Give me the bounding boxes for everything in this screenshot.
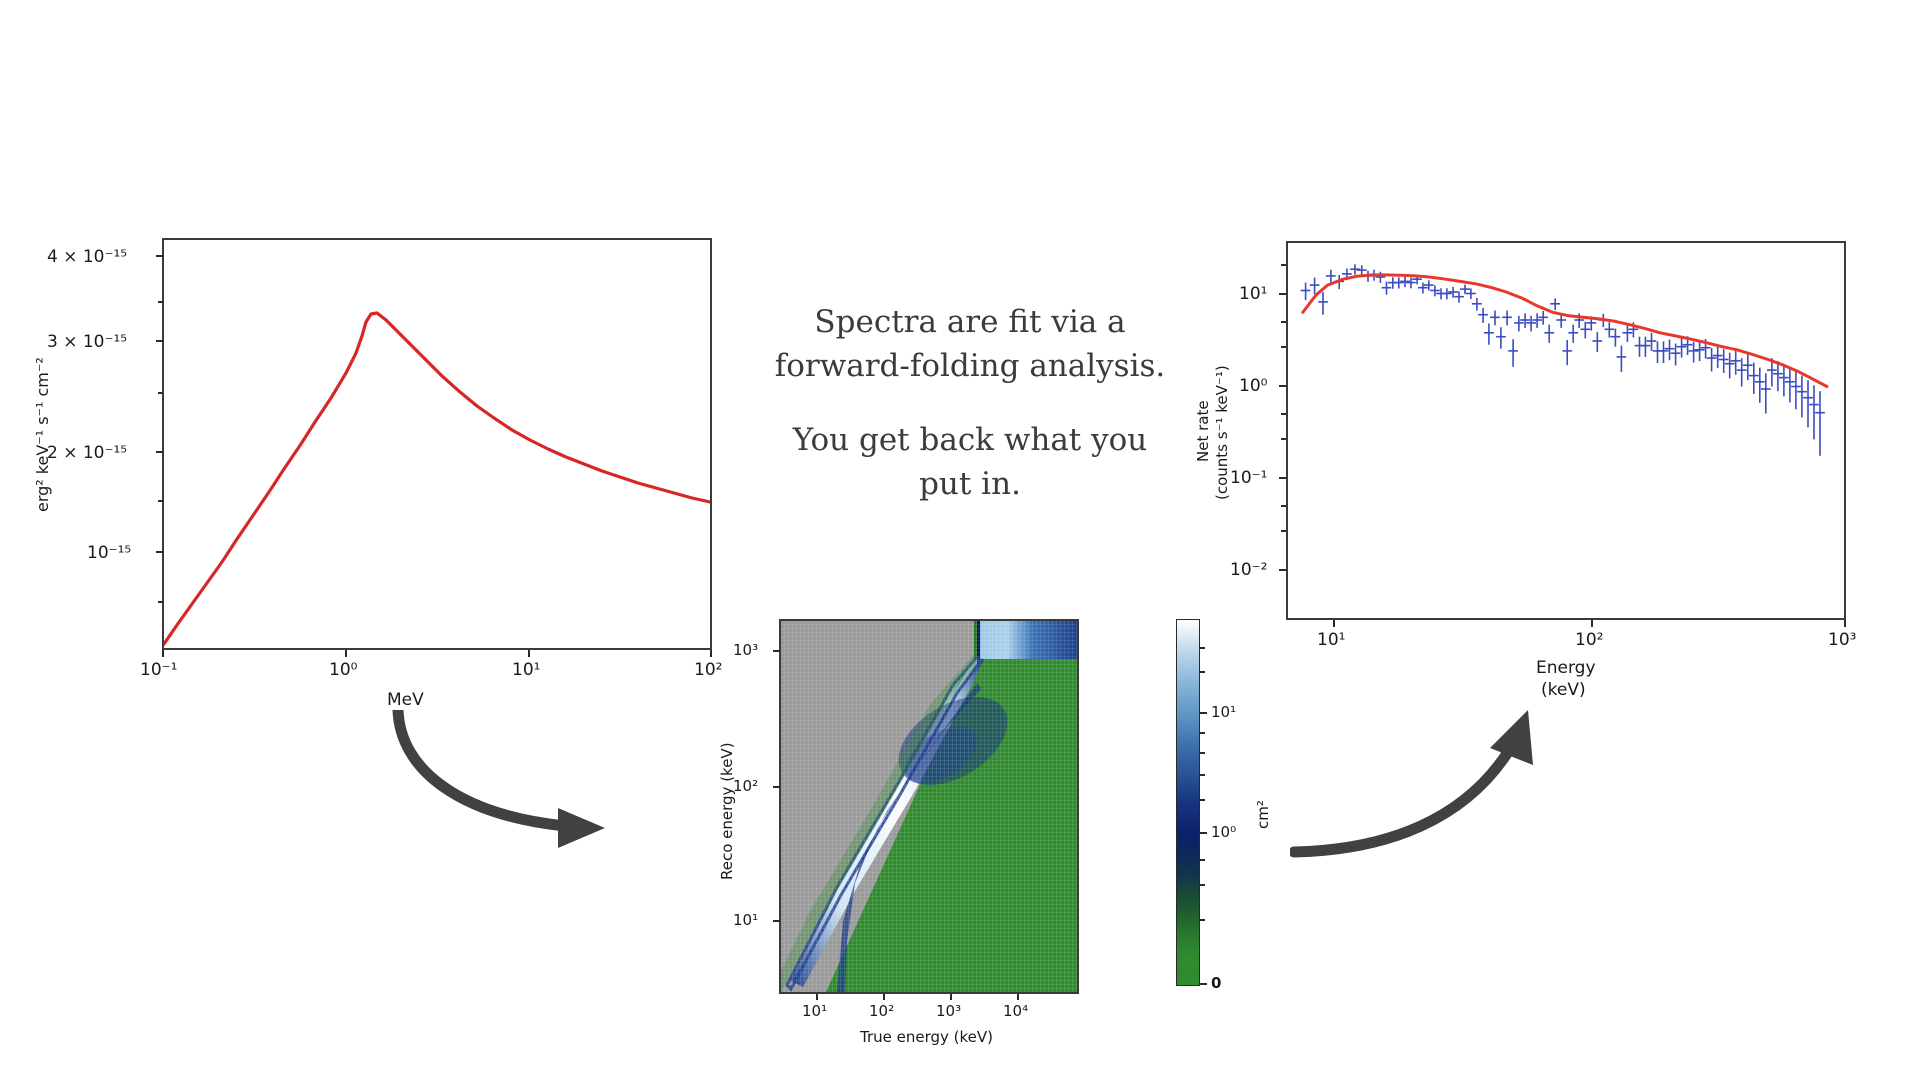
input-xtick-mark [710,650,712,657]
colorbar-label-1e1: 10¹ [1211,703,1237,721]
input-ytick-3e-15: 3 × 10⁻¹⁵ [47,332,128,352]
response-ytick-mark [773,920,780,922]
input-xtick-1e0: 10⁰ [329,660,358,680]
colorbar-tick-minor [1200,752,1205,754]
folded-ytick-minor [1281,264,1286,266]
input-ytick-mark [156,255,163,257]
response-xtick-1e3: 10³ [936,1002,962,1020]
input-xtick-1e-1: 10⁻¹ [140,660,178,680]
folded-ytick-1e-1: 10⁻¹ [1230,468,1268,488]
arrow-response-to-output [1290,710,1533,858]
colorbar-tick-mark [1200,832,1207,834]
folded-ytick-minor [1281,530,1286,532]
folded-spectrum-panel: 10¹ 10⁰ 10⁻¹ 10⁻² Net rate (counts s⁻¹ k… [1180,180,1920,740]
input-xtick-mark [162,650,164,657]
folded-ytick-1e1: 10¹ [1239,284,1268,304]
folded-spectrum-plot [1300,264,1829,456]
colorbar-tick-mark [1200,983,1207,985]
folded-ytick-minor [1281,438,1286,440]
input-ytick-minor [158,601,163,603]
caption-line-2: forward-folding analysis. [774,348,1166,385]
folded-spectrum-ylabel-line2: (counts s⁻¹ keV⁻¹) [1213,365,1231,500]
response-ytick-1e1: 10¹ [733,911,759,929]
input-xtick-mark [528,650,530,657]
folded-ytick-minor [1281,413,1286,415]
folded-ytick-mark [1279,477,1286,479]
input-ytick-4e-15: 4 × 10⁻¹⁵ [47,247,128,267]
response-matrix-colorbar: 0 10⁰ 10¹ cm² [1176,619,1296,1009]
colorbar-tick-minor [1200,774,1205,776]
colorbar-tick-minor [1200,884,1205,886]
input-spectrum-xlabel: MeV [387,690,424,710]
response-ytick-1e2: 10² [733,777,759,795]
input-xtick-1e1: 10¹ [512,660,541,680]
response-matrix-ylabel: Reco energy (keV) [718,742,736,880]
input-ytick-minor [158,500,163,502]
colorbar-tick-minor [1200,799,1205,801]
input-xtick-mark [345,650,347,657]
input-ytick-mark [156,451,163,453]
input-ytick-minor [158,392,163,394]
folded-ytick-minor [1281,346,1286,348]
colorbar-tick-minor [1200,859,1205,861]
colorbar-tick-minor [1200,732,1205,734]
response-matrix-panel: 10³ 10² 10¹ Reco energy (keV) 10¹ 10² 10… [700,590,1200,1060]
input-ytick-mark [156,340,163,342]
response-matrix-plot-frame [779,619,1079,994]
colorbar-axis-label: cm² [1254,800,1272,829]
response-matrix-image [781,621,1077,992]
colorbar-gradient [1176,619,1200,986]
input-spectrum-panel: 4 × 10⁻¹⁵ 3 × 10⁻¹⁵ 2 × 10⁻¹⁵ 10⁻¹⁵ erg²… [0,0,760,720]
input-spectrum-ylabel: erg² keV⁻¹ s⁻¹ cm⁻² [33,357,52,512]
input-ytick-mark [156,551,163,553]
response-xtick-mark [1017,994,1019,1000]
input-spectrum-curve [164,311,710,646]
response-xtick-mark [883,994,885,1000]
center-caption: Spectra are fit via a forward-folding an… [770,300,1170,506]
caption-line-1: Spectra are fit via a [814,304,1126,340]
folded-ytick-mark [1279,569,1286,571]
folded-xtick-1e2: 10² [1575,630,1604,650]
folded-ytick-minor [1281,505,1286,507]
folded-ytick-1e-2: 10⁻² [1230,560,1268,580]
caption-line-3: You get back what you [792,422,1148,459]
input-ytick-2e-15: 2 × 10⁻¹⁵ [47,443,128,463]
colorbar-tick-minor [1200,671,1205,673]
colorbar-label-0: 0 [1211,974,1222,992]
response-ytick-mark [773,786,780,788]
colorbar-tick-mark [1200,712,1207,714]
colorbar-tick-minor [1200,919,1205,921]
input-spectrum-plot-frame [162,238,712,650]
response-xtick-1e4: 10⁴ [1003,1002,1029,1020]
folded-ytick-mark [1279,293,1286,295]
folded-xtick-mark [1591,620,1593,627]
folded-xtick-mark [1844,620,1846,627]
response-xtick-mark [816,994,818,1000]
colorbar-label-1e0: 10⁰ [1211,823,1237,841]
response-ytick-mark [773,650,780,652]
folded-xtick-mark [1333,620,1335,627]
folded-spectrum-ylabel-line1: Net rate [1194,400,1212,462]
response-xtick-mark [950,994,952,1000]
folded-ytick-minor [1281,321,1286,323]
response-xtick-1e1: 10¹ [802,1002,828,1020]
caption-line-4: put in. [919,466,1021,503]
folded-ytick-1e0: 10⁰ [1239,376,1268,396]
folded-xtick-1e3: 10³ [1828,630,1857,650]
folded-spectrum-plot-frame [1286,241,1846,620]
input-ytick-minor [158,301,163,303]
folded-ytick-mark [1279,385,1286,387]
folded-spectrum-xlabel-line2: (keV) [1541,680,1586,700]
response-matrix-xlabel: True energy (keV) [860,1028,994,1046]
arrow-input-to-response [392,710,605,848]
input-xtick-1e2: 10² [694,660,723,680]
folded-spectrum-xlabel-line1: Energy [1536,658,1596,678]
response-ytick-1e3: 10³ [733,641,759,659]
folded-xtick-1e1: 10¹ [1317,630,1346,650]
colorbar-tick-minor [1200,647,1205,649]
response-xtick-1e2: 10² [869,1002,895,1020]
input-ytick-1e-15: 10⁻¹⁵ [87,543,132,563]
